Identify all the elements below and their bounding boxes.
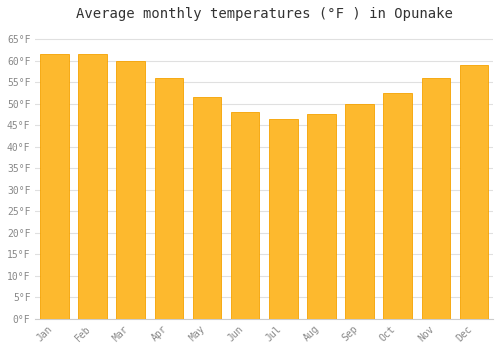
Bar [116,61,145,319]
Bar [422,78,450,318]
Bar [78,54,107,318]
Bar [154,78,183,318]
Title: Average monthly temperatures (°F ) in Opunake: Average monthly temperatures (°F ) in Op… [76,7,452,21]
Bar [384,93,412,318]
Bar [307,114,336,318]
Bar [192,97,222,318]
Bar [231,112,260,318]
Bar [460,65,488,318]
Bar [269,119,298,318]
Bar [40,54,68,318]
Bar [345,104,374,318]
